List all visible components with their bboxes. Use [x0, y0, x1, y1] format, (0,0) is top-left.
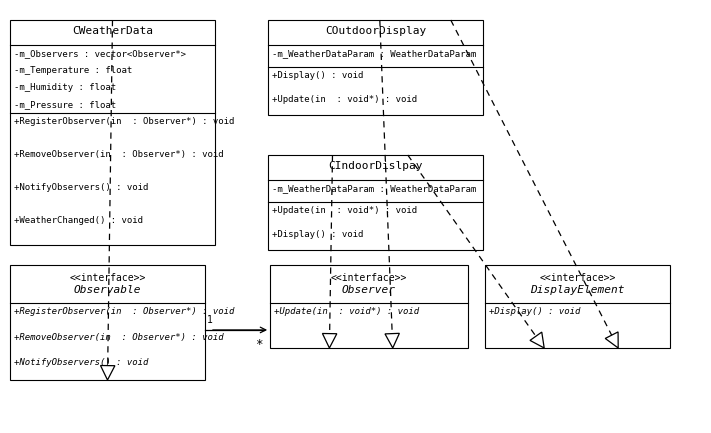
Text: +Update(in  : void*) : void: +Update(in : void*) : void — [272, 206, 417, 215]
Text: -m_Temperature : float: -m_Temperature : float — [14, 66, 132, 75]
Text: -m_WeatherDataParam : WeatherDataParam: -m_WeatherDataParam : WeatherDataParam — [272, 184, 476, 193]
Text: +Display() : void: +Display() : void — [489, 307, 580, 316]
Text: -m_Pressure : float: -m_Pressure : float — [14, 100, 116, 109]
Bar — [270, 265, 468, 348]
Text: CIndoorDislpay: CIndoorDislpay — [328, 161, 423, 171]
Text: <<interface>>: <<interface>> — [69, 273, 146, 283]
Text: +Display() : void: +Display() : void — [272, 71, 363, 80]
Text: +Update(in  : void*) : void: +Update(in : void*) : void — [274, 307, 419, 316]
Text: <<interface>>: <<interface>> — [331, 273, 407, 283]
Text: -m_WeatherDataParam : WeatherDataParam: -m_WeatherDataParam : WeatherDataParam — [272, 49, 476, 58]
Text: -m_Humidity : float: -m_Humidity : float — [14, 83, 116, 92]
Text: +RemoveObserver(in  : Observer*) : void: +RemoveObserver(in : Observer*) : void — [14, 333, 224, 342]
Text: Observable: Observable — [74, 285, 141, 295]
Text: +RegisterObserver(in  : Observer*) : void: +RegisterObserver(in : Observer*) : void — [14, 307, 235, 316]
Text: Observer: Observer — [342, 285, 396, 295]
Text: *: * — [255, 338, 262, 351]
Text: -m_Observers : vector<Observer*>: -m_Observers : vector<Observer*> — [14, 49, 186, 58]
Text: 1: 1 — [207, 315, 213, 325]
Text: +WeatherChanged() : void: +WeatherChanged() : void — [14, 216, 143, 225]
Bar — [485, 265, 670, 348]
Bar — [268, 155, 483, 250]
Text: +Display() : void: +Display() : void — [272, 230, 363, 239]
Text: +RemoveObserver(in  : Observer*) : void: +RemoveObserver(in : Observer*) : void — [14, 150, 224, 159]
Text: +NotifyObservers() : void: +NotifyObservers() : void — [14, 183, 149, 192]
Bar — [268, 20, 483, 115]
Text: COutdoorDisplay: COutdoorDisplay — [325, 26, 426, 36]
Bar — [10, 20, 215, 245]
Text: <<interface>>: <<interface>> — [540, 273, 616, 283]
Text: +RegisterObserver(in  : Observer*) : void: +RegisterObserver(in : Observer*) : void — [14, 117, 235, 126]
Text: DisplayElement: DisplayElement — [530, 285, 625, 295]
Text: +NotifyObservers() : void: +NotifyObservers() : void — [14, 359, 149, 367]
Text: +Update(in  : void*) : void: +Update(in : void*) : void — [272, 95, 417, 104]
Text: CWeatherData: CWeatherData — [72, 26, 153, 36]
Bar — [10, 265, 205, 380]
